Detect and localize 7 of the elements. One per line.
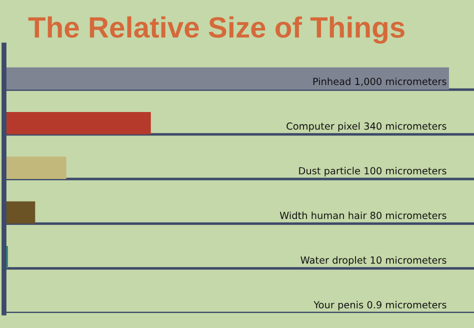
y-tick-label: Dust particle 100 micrometers (299, 166, 446, 176)
y-tick-label: Width human hair 80 micrometers (280, 212, 446, 220)
y-tick-label: Your penis 0.9 micrometers (314, 300, 446, 310)
y-tick-label: Pinhead 1,000 micrometers (313, 78, 446, 86)
y-tick-label: Computer pixel 340 micrometers (286, 122, 446, 132)
y-tick-label: Water droplet 10 micrometers (300, 256, 446, 266)
chart-title: The Relative Size of Things (28, 16, 404, 44)
